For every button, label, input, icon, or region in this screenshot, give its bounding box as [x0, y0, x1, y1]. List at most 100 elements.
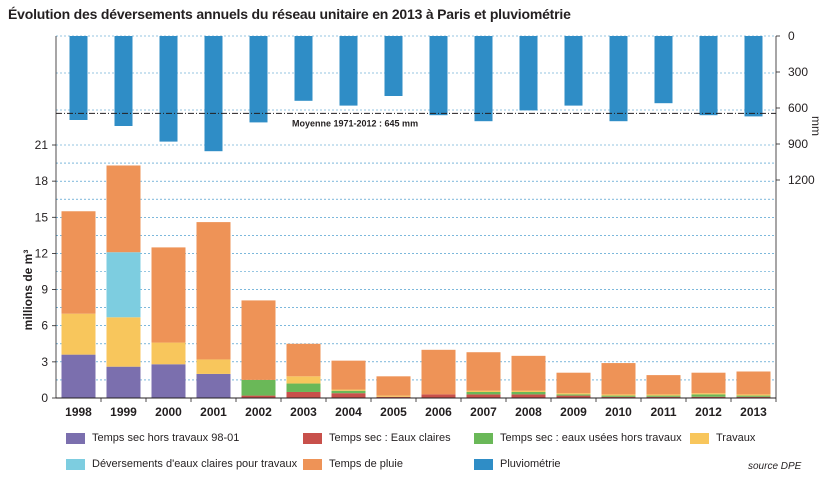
secondary-tick-label: 300	[788, 65, 808, 79]
legend-swatch	[690, 432, 709, 444]
legend-item: Temps sec : eaux usées hors travaux	[474, 432, 682, 444]
stacked-bars	[61, 165, 771, 398]
bar-segment	[601, 394, 636, 396]
rainfall-bar	[339, 36, 358, 106]
bar-segment	[691, 393, 726, 395]
bar-segment	[601, 396, 636, 398]
legend-label: Travaux	[716, 432, 756, 444]
legend-swatch	[303, 458, 322, 470]
rainfall-bar	[744, 36, 763, 117]
rainfall-bar	[159, 36, 178, 142]
source-note: source DPE	[748, 461, 802, 472]
x-tick-label: 2013	[740, 405, 767, 419]
legend-swatch	[474, 432, 493, 444]
bar-segment	[736, 394, 771, 396]
bar-segment	[331, 393, 366, 398]
y-tick-label: 0	[41, 391, 48, 405]
rainfall-bar	[294, 36, 313, 101]
bar-segment	[691, 394, 726, 397]
bar-segment	[556, 372, 591, 394]
chart-title: Évolution des déversements annuels du ré…	[8, 6, 571, 22]
bar-segment	[106, 366, 141, 398]
bar-segment	[511, 391, 546, 395]
legend-item: Temps de pluie	[303, 458, 403, 470]
rainfall-bar	[429, 36, 448, 116]
bar-segment	[511, 394, 546, 398]
legend-swatch	[303, 432, 322, 444]
x-tick-label: 2012	[695, 405, 722, 419]
rainfall-bar	[699, 36, 718, 116]
bar-segment	[196, 359, 231, 374]
x-tick-label: 2008	[515, 405, 542, 419]
bar-segment	[106, 252, 141, 318]
rainfall-bar	[564, 36, 583, 106]
x-tick-label: 2003	[290, 405, 317, 419]
bar-segment	[421, 349, 456, 395]
x-tick-label: 1999	[110, 405, 137, 419]
secondary-tick-label: 1200	[788, 173, 815, 187]
legend-label: Temps sec : eaux usées hors travaux	[500, 432, 682, 444]
bar-segment	[646, 375, 681, 395]
rainfall-bar	[654, 36, 673, 104]
rainfall-bar	[114, 36, 133, 126]
y-tick-label: 18	[35, 174, 49, 188]
y-tick-label: 9	[41, 283, 48, 297]
y-tick-label: 12	[35, 246, 49, 260]
legend-label: Pluviométrie	[500, 458, 561, 470]
bar-segment	[736, 371, 771, 395]
bar-segment	[511, 355, 546, 391]
bar-segment	[646, 396, 681, 398]
y-tick-label: 6	[41, 319, 48, 333]
bar-segment	[646, 395, 681, 397]
bar-segment	[196, 373, 231, 398]
axes: 0 3 6 9 12 15 18 21 0 300 600 900 1200 1998 1999 2000 20…	[35, 29, 815, 419]
bar-segment	[241, 395, 276, 398]
x-tick-label: 2011	[650, 405, 676, 419]
rainfall-bar	[519, 36, 538, 111]
bar-segment	[61, 211, 96, 314]
bar-segment	[61, 354, 96, 398]
legend-swatch	[474, 458, 493, 470]
legend-label: Temps sec : Eaux claires	[329, 432, 451, 444]
bar-segment	[286, 343, 321, 377]
bar-segment	[106, 317, 141, 367]
x-tick-label: 2009	[560, 405, 587, 419]
secondary-tick-label: 0	[788, 29, 795, 43]
legend-item: Temps sec hors travaux 98-01	[66, 432, 239, 444]
legend-label: Déversements d'eaux claires pour travaux	[92, 458, 298, 470]
legend-label: Temps sec hors travaux 98-01	[92, 432, 240, 444]
legend-label: Temps de pluie	[329, 458, 403, 470]
legend-item: Déversements d'eaux claires pour travaux	[66, 458, 297, 470]
bar-segment	[196, 222, 231, 360]
bar-segment	[736, 395, 771, 397]
legend-item: Travaux	[690, 432, 755, 444]
x-tick-label: 1998	[65, 405, 92, 419]
secondary-tick-label: 900	[788, 137, 808, 151]
bar-segment	[601, 363, 636, 395]
bar-segment	[646, 394, 681, 396]
legend-swatch	[66, 458, 85, 470]
legend-item: Pluviométrie	[474, 458, 561, 470]
y-tick-label: 3	[41, 355, 48, 369]
x-tick-label: 2000	[155, 405, 182, 419]
x-tick-label: 2005	[380, 405, 407, 419]
rainfall-bar	[69, 36, 88, 120]
y-tick-label: 15	[35, 210, 49, 224]
rainfall-bar	[384, 36, 403, 96]
bar-segment	[286, 376, 321, 384]
bar-segment	[331, 389, 366, 391]
bar-segment	[286, 383, 321, 392]
bar-segment	[286, 391, 321, 398]
rainfall-bar	[609, 36, 628, 122]
bar-segment	[151, 342, 186, 365]
bar-segment	[466, 352, 501, 391]
bar-segment	[151, 364, 186, 398]
bar-segment	[736, 396, 771, 398]
x-tick-label: 2007	[470, 405, 497, 419]
bar-segment	[466, 390, 501, 392]
bar-segment	[376, 395, 411, 397]
bar-segment	[241, 379, 276, 396]
bar-segment	[151, 247, 186, 343]
bar-segment	[556, 393, 591, 395]
reference-line-label: Moyenne 1971-2012 : 645 mm	[292, 118, 418, 128]
